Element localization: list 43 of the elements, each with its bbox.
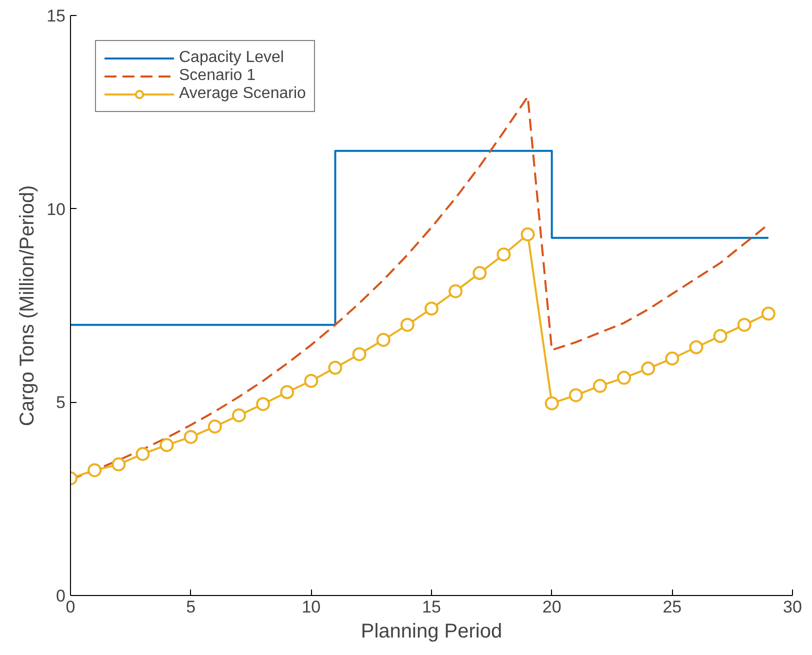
- y-tick-label: 5: [56, 393, 66, 412]
- point: [448, 284, 463, 298]
- point: [304, 374, 318, 388]
- x-tick-label: 30: [783, 598, 802, 616]
- y-tick-label: 15: [46, 6, 66, 26]
- point: [472, 266, 487, 280]
- point: [592, 378, 607, 393]
- x-tick-label: 25: [662, 598, 682, 616]
- x-tick-label: 20: [542, 598, 562, 616]
- x-tick-label: 15: [422, 598, 441, 616]
- point: [112, 457, 126, 472]
- y-axis-title: Cargo Tons (Million/Period): [16, 185, 39, 426]
- point: [761, 306, 776, 321]
- point: [641, 362, 656, 376]
- point: [665, 351, 680, 366]
- point: [713, 329, 728, 344]
- point: [520, 227, 535, 242]
- point: [328, 360, 342, 375]
- point: [88, 463, 102, 478]
- point: [544, 396, 559, 410]
- point: [352, 347, 366, 362]
- x-tick-label: 10: [302, 598, 321, 616]
- legend-label: Average Scenario: [179, 85, 306, 103]
- point: [737, 318, 752, 332]
- point: [568, 388, 583, 402]
- x-tick-label: 5: [186, 598, 196, 616]
- point: [184, 430, 198, 444]
- point: [160, 438, 174, 452]
- legend-label: Scenario 1: [179, 67, 256, 85]
- point: [280, 385, 294, 400]
- point: [400, 318, 414, 332]
- y-tick-label: 10: [46, 200, 66, 219]
- point: [376, 332, 390, 347]
- legend-label: Capacity Level: [179, 49, 284, 67]
- point: [232, 408, 246, 422]
- point: [617, 370, 632, 385]
- point: [256, 397, 270, 412]
- point: [208, 420, 222, 434]
- point: [496, 247, 511, 262]
- x-axis-title: Planning Period: [360, 620, 502, 642]
- point: [136, 446, 150, 461]
- point: [424, 302, 438, 316]
- point: [689, 340, 704, 354]
